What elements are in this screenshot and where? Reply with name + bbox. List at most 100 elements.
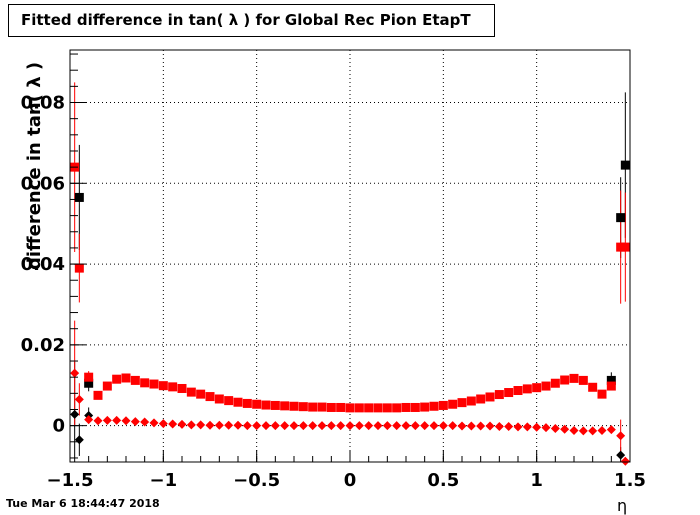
diamond-marker [429, 421, 439, 431]
diamond-marker [149, 418, 159, 428]
square-marker [112, 374, 122, 384]
square-marker [289, 401, 299, 411]
square-marker [616, 242, 626, 252]
square-marker [149, 379, 159, 389]
square-marker [606, 375, 616, 385]
diamond-marker [298, 421, 308, 431]
diamond-marker [186, 420, 196, 430]
grid-lines [70, 50, 630, 462]
diamond-marker [74, 435, 84, 445]
diamond-marker [140, 417, 150, 427]
square-marker [364, 403, 374, 413]
square-marker [308, 402, 318, 412]
x-tick-label: 0 [344, 470, 357, 491]
square-marker [84, 372, 94, 382]
diamond-marker [485, 421, 495, 431]
square-marker [298, 402, 308, 412]
tick-labels: −1.5 −1 −0.5 0 0.5 1 1.5 0 0.02 0.04 0.06 0.08 [21, 93, 646, 491]
square-marker [84, 378, 94, 388]
square-marker [196, 389, 206, 399]
x-tick-label: −1.5 [47, 470, 94, 491]
square-marker [186, 387, 196, 397]
diamond-marker [70, 409, 80, 419]
square-marker [532, 383, 542, 393]
square-marker [74, 192, 84, 202]
diamond-marker [168, 419, 178, 429]
x-tick-label: −0.5 [233, 470, 280, 491]
diamond-marker [354, 421, 364, 431]
diamond-marker [336, 421, 346, 431]
diamond-marker [308, 421, 318, 431]
diamond-marker [121, 416, 131, 426]
diamond-marker [84, 415, 94, 425]
square-marker [280, 401, 290, 411]
diamond-marker [261, 421, 271, 431]
x-axis-label: η [617, 496, 628, 515]
diamond-marker [364, 421, 374, 431]
x-tick-label: −1 [150, 470, 178, 491]
diamond-marker [541, 423, 551, 433]
diamond-marker [494, 421, 504, 431]
diamond-marker [438, 421, 448, 431]
square-marker [504, 388, 514, 398]
diamond-marker [560, 424, 570, 434]
square-marker [522, 384, 532, 394]
y-tick-label: 0 [52, 416, 65, 437]
square-marker [438, 400, 448, 410]
square-marker [616, 213, 626, 223]
diamond-marker [420, 421, 430, 431]
diamond-marker [326, 421, 336, 431]
square-marker [130, 375, 140, 385]
square-marker [578, 375, 588, 385]
square-marker [513, 386, 523, 396]
diamond-marker [616, 431, 626, 441]
diamond-marker [317, 421, 327, 431]
square-marker [252, 399, 262, 409]
square-marker [317, 402, 327, 412]
diamond-marker [270, 421, 280, 431]
data-markers [70, 160, 630, 466]
square-marker [466, 396, 476, 406]
square-marker [429, 401, 439, 411]
diamond-marker [476, 421, 486, 431]
diamond-marker [196, 420, 206, 430]
axis-ticks [69, 53, 631, 462]
diamond-marker [373, 421, 383, 431]
diamond-marker [130, 417, 140, 427]
square-marker [233, 397, 243, 407]
square-marker [242, 398, 252, 408]
diamond-marker [620, 456, 630, 466]
square-marker [588, 382, 598, 392]
diamond-marker [93, 416, 103, 426]
square-marker [382, 403, 392, 413]
y-tick-label: 0.02 [21, 335, 65, 356]
timestamp: Tue Mar 6 18:44:47 2018 [6, 497, 160, 510]
square-marker [494, 390, 504, 400]
diamond-marker [588, 426, 598, 436]
square-marker [560, 375, 570, 385]
diamond-marker [578, 426, 588, 436]
y-tick-label: 0.06 [21, 173, 65, 194]
square-marker [74, 263, 84, 273]
square-marker [177, 383, 187, 393]
diamond-marker [242, 421, 252, 431]
diamond-marker [392, 421, 402, 431]
square-marker [345, 403, 355, 413]
square-marker [597, 389, 607, 399]
x-tick-label: 1.5 [614, 470, 646, 491]
square-marker [354, 403, 364, 413]
square-marker [457, 398, 467, 408]
x-tick-label: 1 [530, 470, 543, 491]
diamond-marker [289, 421, 299, 431]
y-axis-label: difference in tan( λ ) [24, 61, 45, 270]
square-marker [326, 402, 336, 412]
square-marker [214, 394, 224, 404]
diamond-marker [345, 421, 355, 431]
square-marker [373, 403, 383, 413]
square-marker [168, 382, 178, 392]
diamond-marker [252, 421, 262, 431]
diamond-marker [606, 425, 616, 435]
diamond-marker [233, 420, 243, 430]
square-marker [224, 396, 234, 406]
